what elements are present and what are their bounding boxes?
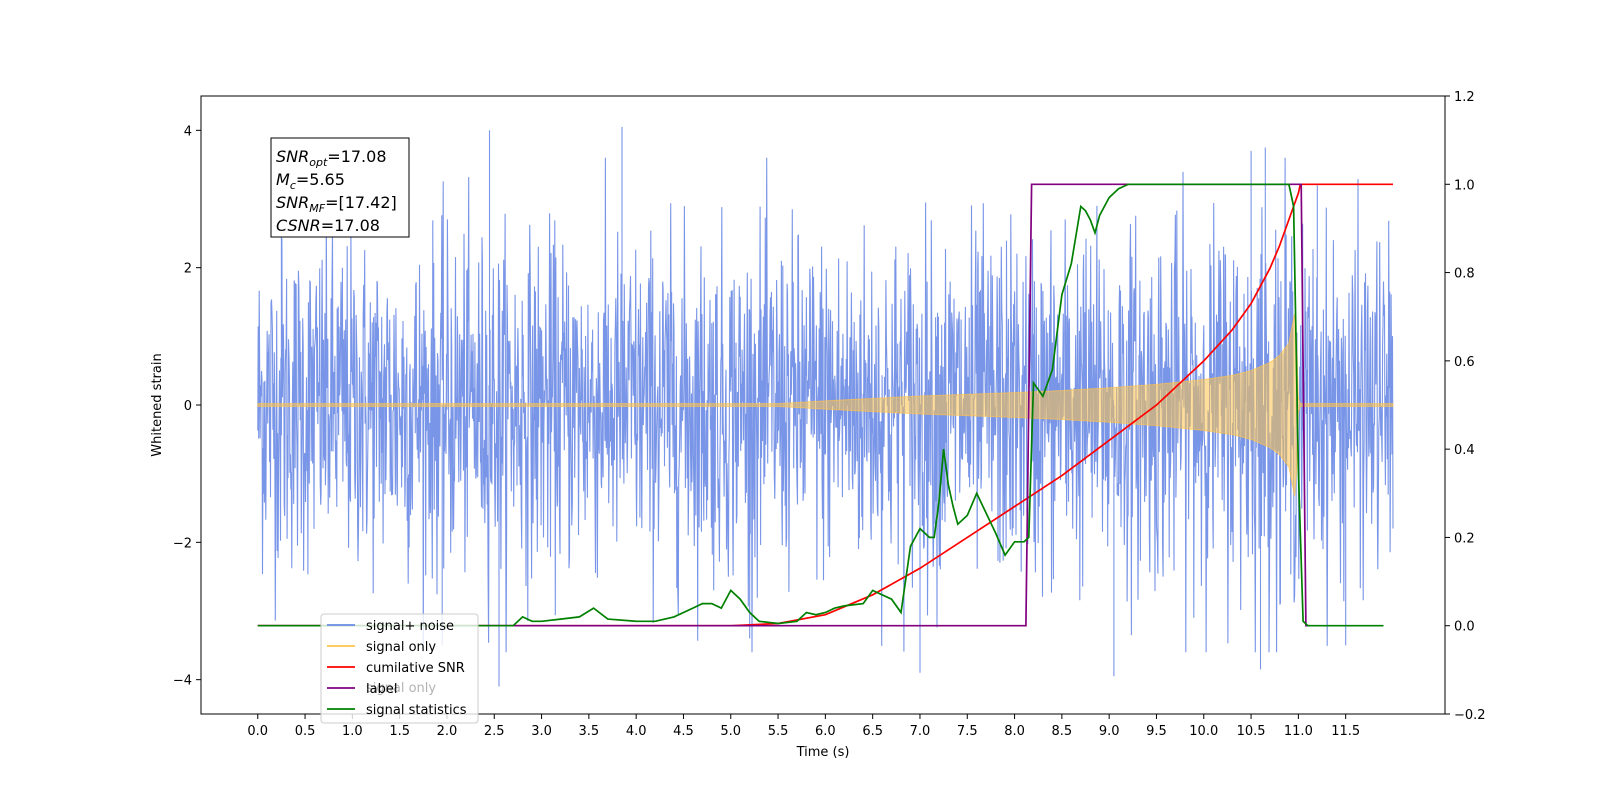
x-tick-label: 7.5	[957, 724, 978, 739]
x-tick-label: 1.0	[342, 724, 363, 739]
annotation-value: =[17.42]	[325, 193, 397, 212]
series-label	[257, 183, 1310, 627]
x-axis-label: Time (s)	[796, 745, 850, 760]
annotation-line: CSNR=17.08	[276, 216, 380, 235]
annotation-line: Mc=5.65	[276, 170, 345, 192]
x-tick-label: 5.0	[720, 724, 741, 739]
annotation-subscript: MF	[309, 202, 325, 215]
x-tick-label: 11.0	[1284, 724, 1313, 739]
y-tick-label: 2	[184, 262, 192, 277]
legend-entry-label: signal statistics	[366, 703, 467, 718]
x-tick-label: 8.0	[1004, 724, 1025, 739]
series-signal-only	[257, 313, 1394, 497]
x-tick-label: 2.5	[484, 724, 505, 739]
x-tick-label: 9.0	[1099, 724, 1120, 739]
annotation-frame	[270, 137, 410, 238]
y-axis-label: Whitened strain	[150, 353, 165, 456]
legend: signal only signal+ noise signal only cumil…	[320, 613, 479, 724]
y2-tick-label: 1.2	[1454, 90, 1475, 105]
y-tick-label: −2	[173, 536, 192, 551]
legend-ghost-text: signal only	[366, 681, 436, 696]
annotation-subscript: c	[290, 179, 296, 192]
annotation-value: =17.08	[321, 216, 380, 235]
annotation-subscript: opt	[309, 156, 328, 169]
legend-entry-label: cumilative SNR	[366, 661, 465, 676]
y-axis-left: −4 −2 0 2 4	[173, 124, 201, 689]
x-tick-label: 8.5	[1052, 724, 1073, 739]
legend-entry-label: label	[366, 682, 397, 697]
x-tick-label: 0.5	[295, 724, 316, 739]
y2-tick-label: 0.2	[1454, 531, 1475, 546]
annotation-value: =5.65	[296, 170, 345, 189]
x-tick-label: 3.0	[531, 724, 552, 739]
y2-tick-label: 0.8	[1454, 267, 1475, 282]
annotation-symbol: M	[276, 170, 290, 189]
legend-entry-label: signal+ noise	[366, 619, 454, 634]
annotation-value: =17.08	[327, 147, 386, 166]
stats-annotation-box: SNRopt=17.08Mc=5.65SNRMF=[17.42]CSNR=17.…	[270, 137, 410, 238]
y-tick-label: 4	[184, 124, 192, 139]
series-signal-statistics	[257, 183, 1384, 627]
annotation-symbol: SNR	[276, 193, 309, 212]
x-tick-label: 3.5	[579, 724, 600, 739]
x-tick-label: 10.5	[1237, 724, 1266, 739]
x-tick-label: 10.0	[1189, 724, 1218, 739]
x-tick-label: 5.5	[768, 724, 789, 739]
y-tick-label: 0	[184, 399, 192, 414]
x-tick-label: 4.5	[673, 724, 694, 739]
y2-tick-label: 0.0	[1454, 620, 1475, 635]
y2-tick-label: −0.2	[1454, 708, 1486, 723]
annotation-symbol: SNR	[276, 147, 309, 166]
data-layer	[257, 126, 1394, 687]
x-tick-label: 2.0	[437, 724, 458, 739]
x-tick-label: 4.0	[626, 724, 647, 739]
y2-tick-label: 0.4	[1454, 443, 1475, 458]
x-tick-label: 6.5	[862, 724, 883, 739]
y-tick-label: −4	[173, 674, 192, 689]
x-tick-label: 7.0	[910, 724, 931, 739]
x-tick-label: 0.0	[247, 724, 268, 739]
x-tick-label: 6.0	[815, 724, 836, 739]
legend-entry-label: signal only	[366, 640, 436, 655]
y2-tick-label: 0.6	[1454, 355, 1475, 370]
x-tick-label: 11.5	[1331, 724, 1360, 739]
series-signal-noise	[257, 126, 1394, 687]
x-tick-label: 9.5	[1146, 724, 1167, 739]
x-axis: 0.0 0.5 1.0 1.5 2.0 2.5 3.0 3.5 4.0 4.5 5.0 5.5 6.0 6…	[247, 714, 1360, 739]
y-axis-right: −0.2 0.0 0.2 0.4 0.6 0.8 1.0 1.2	[1445, 90, 1486, 723]
y2-tick-label: 1.0	[1454, 178, 1475, 193]
legend-frame	[320, 613, 479, 724]
annotation-line: SNRMF=[17.42]	[276, 193, 397, 215]
x-tick-label: 1.5	[389, 724, 410, 739]
annotation-symbol: CSNR	[276, 216, 321, 235]
annotation-line: SNRopt=17.08	[276, 147, 387, 169]
